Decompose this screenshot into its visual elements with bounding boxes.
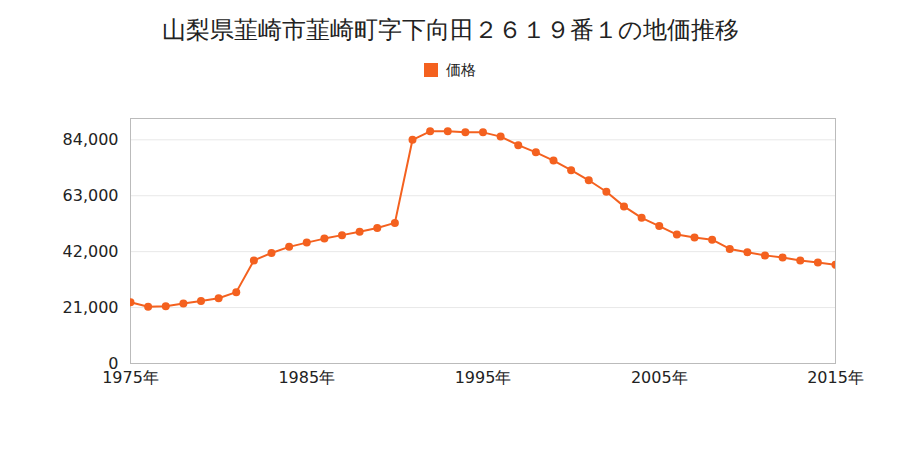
svg-text:1975年: 1975年 bbox=[102, 368, 159, 387]
svg-text:1985年: 1985年 bbox=[278, 368, 335, 387]
html-text:山梨県韮崎市韮崎町字下向田２６１９番１の地価推移: 山梨県韮崎市韮崎町字下向田２６１９番１の地価推移 bbox=[161, 16, 739, 44]
svg-text:21,000: 21,000 bbox=[63, 298, 119, 317]
svg-text:63,000: 63,000 bbox=[63, 186, 119, 205]
svg-text:84,000: 84,000 bbox=[63, 130, 119, 149]
html-text:価格: 価格 bbox=[446, 61, 476, 79]
svg-text:0: 0 bbox=[108, 353, 119, 373]
svg-text:2005年: 2005年 bbox=[631, 368, 688, 387]
svg-text:42,000: 42,000 bbox=[63, 242, 119, 261]
svg-text:1995年: 1995年 bbox=[455, 368, 512, 387]
svg-text:2015年: 2015年 bbox=[807, 368, 864, 387]
